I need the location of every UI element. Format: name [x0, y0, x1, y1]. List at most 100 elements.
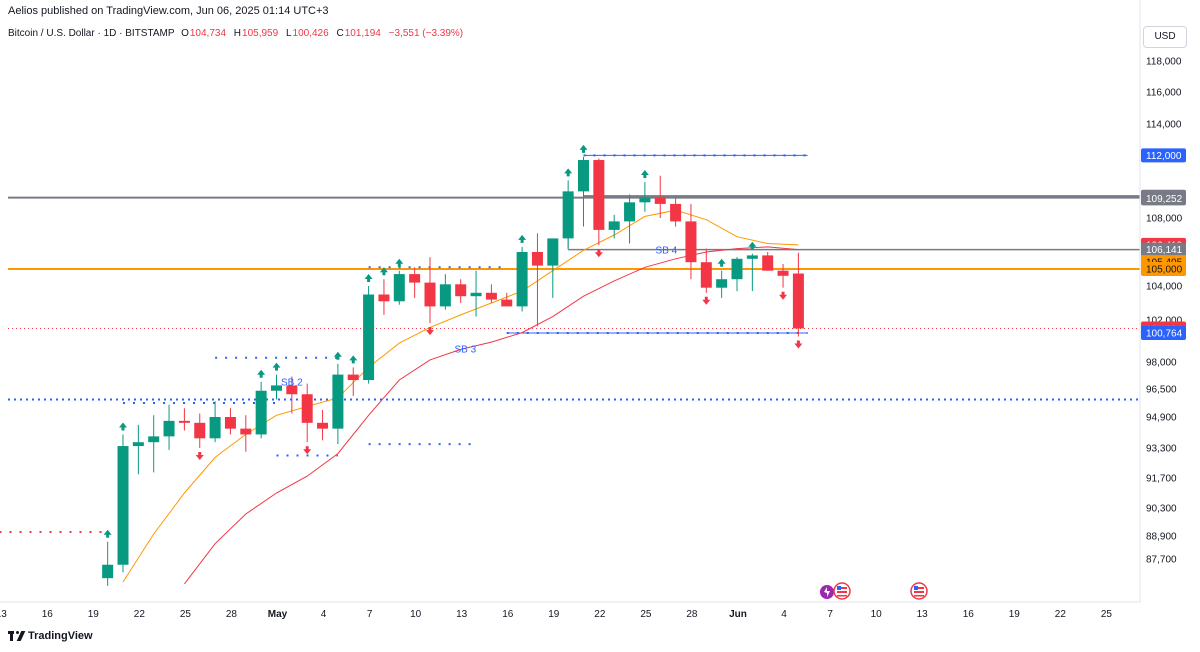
candle: [255, 381, 267, 439]
candle: [639, 181, 651, 212]
annotation-label: SB 2: [281, 377, 303, 388]
time-tick-label: 22: [594, 609, 606, 620]
down-arrow-icon: [779, 291, 788, 300]
candles: [102, 156, 804, 586]
candle-body: [685, 221, 697, 263]
up-arrow-icon: [395, 258, 404, 267]
brand-name: TradingView: [28, 630, 93, 642]
time-tick-label: 25: [1101, 609, 1113, 620]
high-label: H: [233, 28, 242, 39]
candle-body: [562, 191, 574, 239]
up-arrow-icon: [103, 529, 112, 538]
candle: [347, 367, 359, 396]
time-tick-label: May: [268, 609, 288, 620]
up-arrow-icon: [379, 267, 388, 276]
candle: [393, 270, 405, 305]
candle: [224, 408, 236, 435]
candle-body: [347, 374, 359, 380]
up-arrow-icon: [272, 362, 281, 371]
us-flag-icon[interactable]: [910, 582, 928, 600]
candle-body: [332, 374, 344, 429]
price-label-box: [1141, 148, 1186, 163]
time-tick-label: 19: [1009, 609, 1021, 620]
candle: [501, 292, 513, 307]
time-tick-label: 16: [502, 609, 514, 620]
candle: [178, 408, 190, 431]
candle-body: [240, 428, 252, 435]
candle: [608, 214, 620, 239]
us-flag-icon[interactable]: [833, 582, 851, 600]
price-tick-label: 93,300: [1146, 444, 1177, 455]
time-axis[interactable]: 13 16 19 22 25 28 May 4 7 10 13 16 19 22 25 28 Jun 4 7 10 13…: [0, 601, 1140, 620]
footer-brand[interactable]: TradingView: [8, 630, 93, 642]
candle-body: [762, 255, 774, 271]
symbol-name[interactable]: Bitcoin / U.S. Dollar · 1D · BITSTAMP: [8, 28, 175, 39]
candle-body: [578, 160, 589, 192]
candle: [424, 257, 436, 324]
price-tick-label: 98,000: [1146, 358, 1177, 369]
event-icon-earnings[interactable]: [820, 585, 834, 599]
time-tick-label: 22: [134, 609, 146, 620]
candle-body: [224, 417, 236, 429]
down-arrow-icon: [594, 249, 603, 258]
time-tick-label: 4: [781, 609, 787, 620]
candle: [240, 415, 252, 452]
up-arrow-icon: [333, 351, 342, 360]
candle: [209, 401, 221, 443]
candle-body: [424, 282, 436, 307]
high-value: 105,959: [242, 28, 279, 39]
candle-body: [485, 292, 497, 300]
candle-body: [439, 284, 451, 307]
annotation-label: SB 4: [656, 246, 678, 257]
price-label-box: [1141, 262, 1186, 276]
candle-body: [531, 252, 543, 266]
candle: [102, 541, 114, 586]
down-arrow-icon: [303, 446, 312, 455]
price-tick-label: 90,300: [1146, 504, 1177, 515]
price-label: 100,764: [1141, 325, 1186, 340]
candle: [148, 415, 160, 473]
down-arrow-icon: [702, 296, 711, 305]
price-tick-label: 88,900: [1146, 532, 1177, 543]
candle: [163, 404, 175, 450]
time-tick-label: 25: [640, 609, 652, 620]
candle-body: [409, 274, 421, 283]
event-icons[interactable]: [820, 582, 928, 600]
time-tick-label: 16: [963, 609, 975, 620]
price-axis[interactable]: 118,000 116,000 114,000 108,000 104,000 102,0…: [1146, 57, 1183, 566]
candle: [578, 156, 589, 227]
candle-body: [163, 420, 175, 437]
candle-body: [639, 197, 651, 203]
up-arrow-icon: [640, 169, 649, 178]
low-value: 100,426: [292, 28, 329, 39]
candle-body: [470, 292, 482, 297]
price-label: 112,000: [1141, 148, 1186, 163]
time-tick-label: 7: [827, 609, 833, 620]
candle: [547, 238, 559, 298]
candle-body: [271, 385, 282, 391]
up-arrow-icon: [748, 241, 757, 250]
candle-body: [102, 564, 114, 579]
currency-button[interactable]: USD: [1143, 26, 1187, 48]
candle-body: [363, 294, 375, 380]
candle-body: [178, 420, 190, 423]
candle: [762, 252, 774, 271]
close-value: 101,194: [344, 28, 381, 39]
candle: [194, 413, 206, 448]
candle-body: [516, 252, 528, 307]
candle: [332, 363, 344, 445]
price-tick-label: 96,500: [1146, 385, 1177, 396]
candle-body: [117, 446, 129, 565]
time-tick-label: 13: [456, 609, 468, 620]
candle: [286, 376, 298, 414]
candle-body: [501, 299, 513, 307]
candle-body: [608, 221, 620, 230]
candle: [271, 374, 282, 400]
up-arrow-icon: [564, 168, 573, 177]
candle-body: [731, 258, 743, 280]
candle: [485, 284, 497, 303]
candle: [792, 252, 804, 337]
candle-body: [593, 160, 605, 230]
candle: [624, 194, 636, 244]
